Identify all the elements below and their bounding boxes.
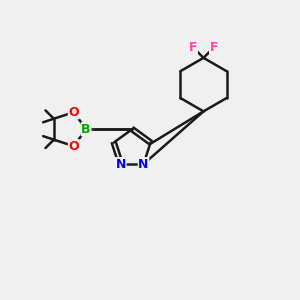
Text: F: F [210,41,218,54]
Text: N: N [116,158,126,171]
Text: B: B [81,123,91,136]
Text: N: N [138,158,149,171]
Text: F: F [189,41,197,54]
Text: O: O [68,106,79,119]
Text: O: O [68,140,79,153]
